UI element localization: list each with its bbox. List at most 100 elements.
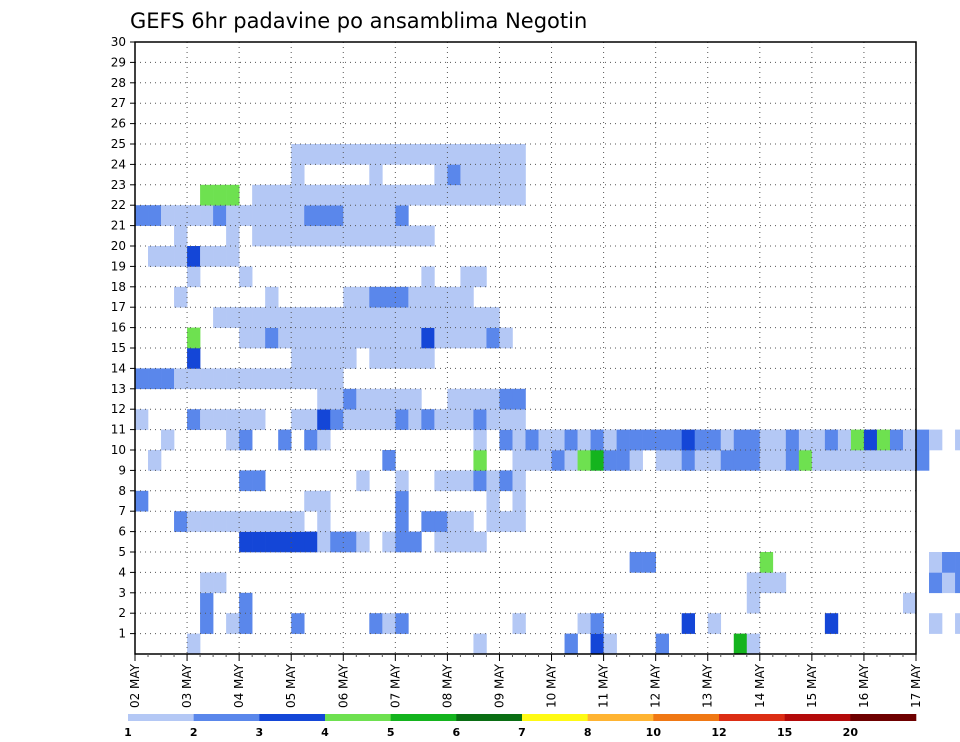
heatmap-cell bbox=[486, 144, 500, 165]
heatmap-cell bbox=[902, 450, 917, 471]
heatmap-cell bbox=[239, 470, 253, 492]
heatmap-cell bbox=[291, 511, 305, 532]
heatmap-cell bbox=[317, 490, 331, 512]
heatmap-cell bbox=[226, 429, 240, 451]
heatmap-cell bbox=[135, 409, 149, 430]
heatmap-cell bbox=[187, 266, 201, 288]
heatmap-cell bbox=[473, 429, 487, 451]
x-tick-label: 11 MAY bbox=[597, 663, 611, 708]
heatmap-cell bbox=[252, 205, 266, 226]
heatmap-cell bbox=[369, 184, 383, 206]
heatmap-cell bbox=[486, 511, 500, 532]
heatmap-cell bbox=[668, 450, 682, 471]
heatmap-cell bbox=[226, 368, 240, 390]
heatmap-cell bbox=[499, 184, 513, 206]
heatmap-cell bbox=[499, 164, 513, 186]
heatmap-cell bbox=[291, 144, 305, 165]
heatmap-cell bbox=[382, 225, 396, 247]
heatmap-cell bbox=[850, 450, 865, 471]
heatmap-cell bbox=[746, 572, 761, 594]
heatmap-cell bbox=[538, 450, 552, 471]
heatmap-cell bbox=[395, 409, 409, 430]
x-axis: 02 MAY 03 MAY 04 MAY 05 MAY 06 MAY 07 MAY 08 M… bbox=[128, 654, 923, 708]
heatmap-cell bbox=[200, 184, 214, 206]
colorbar-segment bbox=[522, 714, 588, 721]
heatmap-cell bbox=[395, 613, 409, 634]
heatmap-cell bbox=[447, 409, 461, 430]
heatmap-cell bbox=[733, 450, 748, 471]
heatmap-cell bbox=[460, 388, 474, 410]
heatmap-cell bbox=[408, 409, 422, 430]
heatmap-cell bbox=[330, 348, 344, 369]
heatmap-cell bbox=[382, 409, 396, 430]
heatmap-cell bbox=[551, 429, 565, 451]
heatmap-cell bbox=[304, 409, 318, 430]
heatmap-cell bbox=[811, 429, 826, 451]
heatmap-cell bbox=[512, 409, 526, 430]
heatmap-cell bbox=[291, 307, 305, 328]
heatmap-cell bbox=[590, 633, 604, 655]
heatmap-cell bbox=[187, 327, 201, 349]
x-tick-label: 09 MAY bbox=[492, 663, 506, 708]
colorbar-segment bbox=[784, 714, 851, 721]
heatmap-cell bbox=[642, 552, 656, 573]
heatmap-cell bbox=[226, 205, 240, 226]
heatmap-cell bbox=[226, 511, 240, 532]
heatmap-cell bbox=[460, 327, 474, 349]
heatmap-cell bbox=[512, 511, 526, 532]
heatmap-cell bbox=[876, 450, 891, 471]
heatmap-cell bbox=[291, 164, 305, 186]
heatmap-cell bbox=[330, 307, 344, 328]
heatmap-cell bbox=[889, 429, 904, 451]
heatmap-cell bbox=[213, 205, 227, 226]
heatmap-cell bbox=[447, 307, 461, 328]
heatmap-cell bbox=[343, 388, 357, 410]
heatmap-cell bbox=[174, 368, 188, 390]
heatmap-cell bbox=[603, 429, 617, 451]
colorbar-tick-label: 15 bbox=[777, 726, 792, 739]
heatmap-cell bbox=[395, 511, 409, 532]
heatmap-cell bbox=[317, 205, 331, 226]
heatmap-cell bbox=[421, 286, 435, 308]
heatmap-cell bbox=[512, 450, 526, 471]
heatmap-cell bbox=[239, 327, 253, 349]
heatmap-cell bbox=[447, 531, 461, 553]
heatmap-cell bbox=[460, 286, 474, 308]
heatmap-cell bbox=[902, 429, 917, 451]
heatmap-cell bbox=[759, 450, 774, 471]
heatmap-cell bbox=[382, 348, 396, 369]
heatmap-cell bbox=[590, 613, 604, 634]
heatmap-cell bbox=[616, 429, 630, 451]
heatmap-cell bbox=[278, 327, 292, 349]
colorbar-tick-label: 4 bbox=[321, 726, 329, 739]
heatmap-cell bbox=[317, 327, 331, 349]
x-tick-label: 12 MAY bbox=[649, 663, 663, 708]
colorbar-segment bbox=[587, 714, 654, 721]
heatmap-cell bbox=[252, 184, 266, 206]
heatmap-cell bbox=[382, 450, 396, 471]
heatmap-cell bbox=[252, 531, 266, 553]
x-tick-label: 15 MAY bbox=[805, 663, 819, 708]
heatmap-cell bbox=[278, 429, 292, 451]
heatmap-cell bbox=[265, 307, 279, 328]
heatmap-cell bbox=[187, 246, 201, 267]
heatmap-cell bbox=[655, 633, 669, 655]
heatmap-cell bbox=[291, 348, 305, 369]
heatmap-cell bbox=[408, 348, 422, 369]
heatmap-cell bbox=[395, 144, 409, 165]
heatmap-cell bbox=[200, 205, 214, 226]
y-tick-label: 7 bbox=[118, 504, 126, 518]
y-tick-label: 4 bbox=[118, 565, 126, 579]
heatmap-cell bbox=[395, 388, 409, 410]
heatmap-cell bbox=[486, 470, 500, 492]
heatmap-cell bbox=[304, 429, 318, 451]
y-tick-label: 15 bbox=[111, 341, 126, 355]
heatmap-cell bbox=[278, 368, 292, 390]
heatmap-cell bbox=[265, 225, 279, 247]
y-tick-label: 21 bbox=[111, 219, 126, 233]
heatmap-cell bbox=[408, 531, 422, 553]
heatmap-cell bbox=[590, 450, 604, 471]
heatmap-cell bbox=[408, 286, 422, 308]
heatmap-cell bbox=[213, 307, 227, 328]
heatmap-cell bbox=[408, 144, 422, 165]
